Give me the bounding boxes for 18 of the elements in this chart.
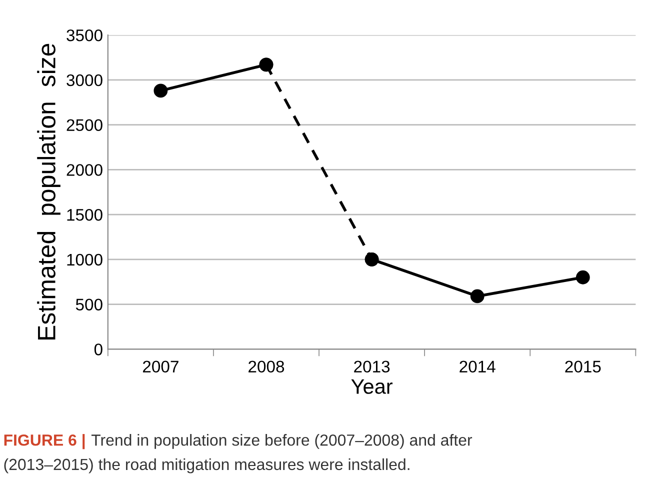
y-tick-label: 3500 — [66, 29, 102, 42]
x-tick-label: 2015 — [565, 360, 601, 373]
y-tick-label: 2000 — [66, 164, 102, 176]
x-tick-label: 2007 — [142, 360, 178, 373]
y-tick-label: 0 — [94, 344, 102, 356]
caption: FIGURE 6 | — [4, 434, 85, 450]
y-tick-label: 2500 — [66, 119, 102, 132]
y-tick-label: 1000 — [67, 254, 102, 266]
text: Trend in population size before (2007–2008) and after — [91, 434, 472, 449]
x-tick-label: 2013 — [354, 360, 390, 373]
x-axis-title: Year — [351, 379, 393, 394]
x-tick-label: 2008 — [248, 360, 284, 373]
text: (2013–2015) the road mitigation measures were installed. — [4, 458, 410, 474]
y-tick-label: 500 — [76, 298, 102, 311]
y-tick-label: 1500 — [67, 208, 102, 221]
y-tick-label: 3000 — [66, 74, 102, 86]
y-axis-title: Estimated population size — [37, 44, 60, 340]
x-tick-label: 2014 — [460, 360, 496, 373]
